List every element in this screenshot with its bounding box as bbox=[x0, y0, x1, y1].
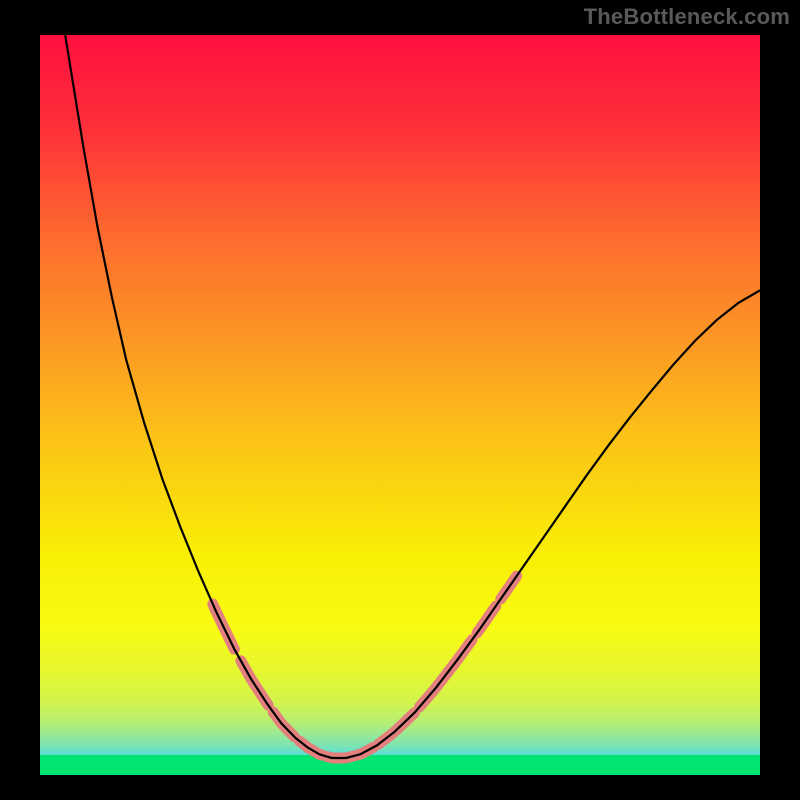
base-green-band bbox=[40, 755, 760, 775]
chart-container: { "watermark": { "text": "TheBottleneck.… bbox=[0, 0, 800, 800]
bottleneck-chart bbox=[0, 0, 800, 800]
plot-background bbox=[40, 35, 760, 775]
watermark-text: TheBottleneck.com bbox=[584, 4, 790, 30]
